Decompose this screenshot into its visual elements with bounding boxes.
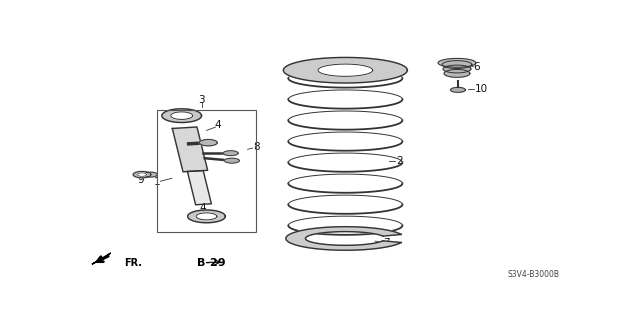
Polygon shape <box>442 61 472 69</box>
Text: 4: 4 <box>200 203 206 213</box>
Polygon shape <box>444 70 470 77</box>
Polygon shape <box>438 58 476 67</box>
Polygon shape <box>443 65 471 73</box>
Polygon shape <box>133 171 151 178</box>
Polygon shape <box>92 253 111 264</box>
Text: 8: 8 <box>253 142 259 152</box>
Polygon shape <box>143 172 157 177</box>
Text: S3V4-B3000B: S3V4-B3000B <box>508 270 560 279</box>
Text: 3: 3 <box>198 95 205 105</box>
Text: FR.: FR. <box>124 258 141 268</box>
Polygon shape <box>225 158 239 163</box>
Text: 5: 5 <box>374 66 381 77</box>
Text: 2: 2 <box>397 156 403 166</box>
Polygon shape <box>196 213 217 220</box>
Polygon shape <box>138 173 147 176</box>
Text: 6: 6 <box>474 62 480 71</box>
Polygon shape <box>162 109 202 122</box>
Polygon shape <box>188 210 225 223</box>
Polygon shape <box>172 127 207 172</box>
Polygon shape <box>200 139 217 146</box>
Text: 1: 1 <box>154 177 160 187</box>
Text: 7: 7 <box>383 238 390 248</box>
Polygon shape <box>223 151 238 156</box>
Text: 10: 10 <box>475 84 488 94</box>
Text: B-29: B-29 <box>197 258 226 268</box>
Text: 9: 9 <box>137 174 144 184</box>
Polygon shape <box>451 87 465 92</box>
Bar <box>157 109 256 232</box>
Polygon shape <box>318 64 372 76</box>
Text: 4: 4 <box>214 121 221 130</box>
Polygon shape <box>171 112 193 119</box>
Polygon shape <box>284 57 408 83</box>
Polygon shape <box>188 171 211 205</box>
Polygon shape <box>286 227 401 250</box>
